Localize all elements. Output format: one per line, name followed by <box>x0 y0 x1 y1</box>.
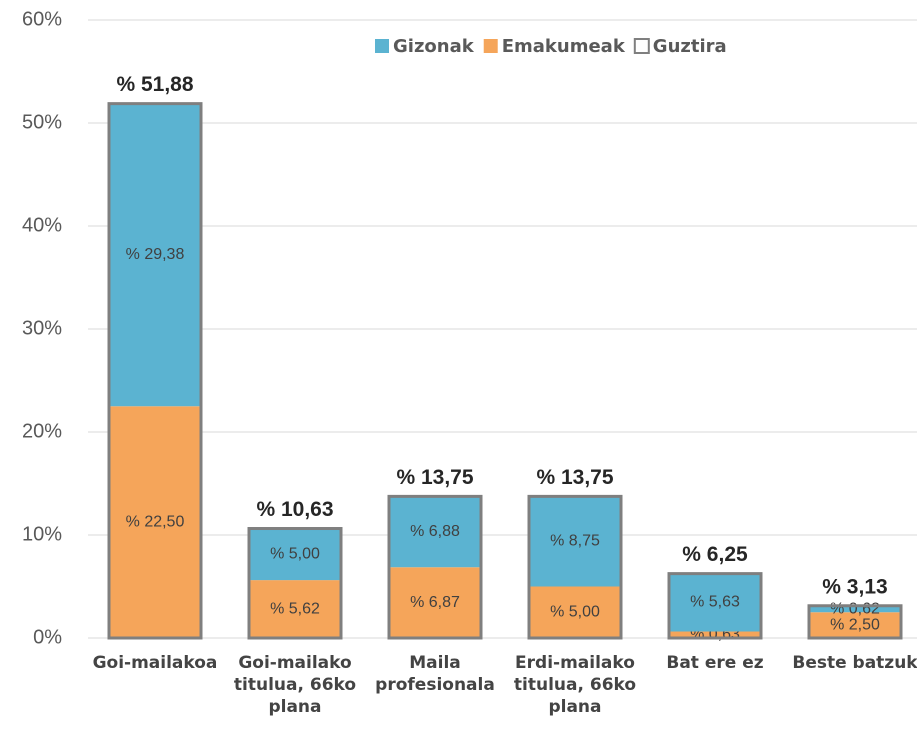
data-label: % 6,88 <box>410 523 460 540</box>
data-label: % 5,63 <box>690 594 740 611</box>
bar-segment <box>809 612 901 638</box>
legend-label: Guztira <box>653 36 727 57</box>
bar-segment <box>669 573 761 632</box>
x-tick-label: Beste batzuk <box>792 653 917 673</box>
y-tick-label: 60% <box>22 8 62 30</box>
legend-label: Gizonak <box>393 36 475 57</box>
y-tick-label: 40% <box>22 214 62 236</box>
data-label: % 29,38 <box>126 246 185 263</box>
data-label: % 8,75 <box>550 533 600 550</box>
total-outline <box>107 102 203 640</box>
legend-swatch <box>633 38 650 54</box>
total-label: % 3,13 <box>822 575 887 598</box>
bar-segment <box>109 406 201 638</box>
x-tick-label: Erdi-mailako titulua, 66ko plana <box>513 653 637 717</box>
data-label: % 6,87 <box>410 594 460 611</box>
x-tick-label: Goi-mailako titulua, 66ko plana <box>233 653 357 717</box>
y-tick-label: 10% <box>22 523 62 545</box>
bar-segment <box>249 528 341 581</box>
total-outline <box>387 494 483 640</box>
bar-segment <box>809 605 901 613</box>
total-outline <box>527 494 623 640</box>
y-tick-label: 20% <box>22 420 62 442</box>
bar-segment <box>389 496 481 568</box>
x-tick-label: Maila profesionala <box>375 653 495 695</box>
bar-segment <box>529 496 621 587</box>
total-label: % 10,63 <box>256 498 333 521</box>
data-label: % 5,62 <box>270 600 320 617</box>
data-label: % 0,62 <box>830 600 880 617</box>
total-outline <box>247 527 343 640</box>
bar-segment <box>109 103 201 407</box>
data-label: % 2,50 <box>830 616 880 633</box>
y-tick-label: 0% <box>33 626 62 648</box>
total-label: % 51,88 <box>116 73 193 96</box>
legend-swatch <box>375 39 389 53</box>
bar-segment <box>249 580 341 638</box>
total-label: % 6,25 <box>682 543 748 566</box>
x-tick-label: Goi-mailakoa <box>92 653 218 673</box>
total-label: % 13,75 <box>396 466 473 489</box>
bar-segment <box>389 567 481 638</box>
x-tick-label: Bat ere ez <box>666 653 764 673</box>
data-label: % 5,00 <box>550 603 600 620</box>
bar-segment <box>529 586 621 638</box>
total-outline <box>807 604 903 640</box>
total-label: % 13,75 <box>536 466 613 489</box>
y-tick-label: 30% <box>22 317 62 339</box>
y-tick-label: 50% <box>22 111 62 133</box>
data-label: % 22,50 <box>126 513 185 530</box>
data-label: % 5,00 <box>270 546 320 563</box>
legend-swatch <box>483 39 498 53</box>
legend-label: Emakumeak <box>502 36 626 57</box>
bar-segment <box>669 631 761 638</box>
total-outline <box>667 572 763 640</box>
